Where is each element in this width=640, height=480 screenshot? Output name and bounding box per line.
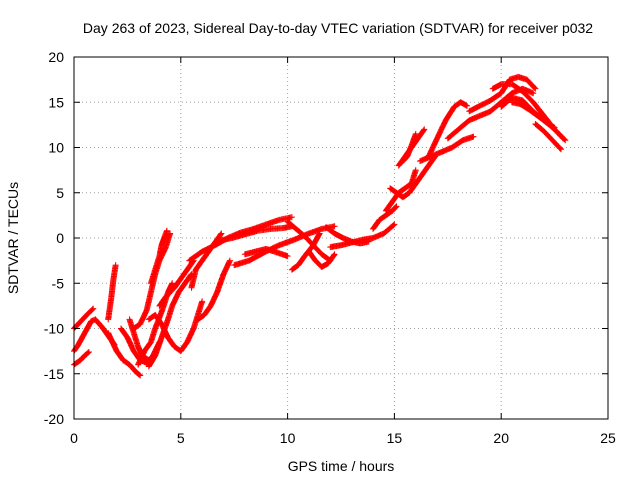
x-tick-label: 20 bbox=[493, 430, 509, 446]
series-arc-22 bbox=[306, 248, 338, 270]
y-tick-label: -10 bbox=[44, 321, 64, 337]
data-marker bbox=[145, 271, 195, 370]
series-arc-17 bbox=[216, 223, 295, 244]
series-arc-27 bbox=[387, 153, 438, 201]
data-marker bbox=[194, 257, 233, 323]
series-arc-31 bbox=[425, 99, 471, 160]
data-marker bbox=[216, 223, 295, 244]
data-marker bbox=[241, 245, 291, 260]
series-arc-24 bbox=[323, 224, 372, 247]
data-marker bbox=[323, 224, 372, 247]
data-marker bbox=[306, 248, 338, 270]
series-arc-29 bbox=[399, 130, 419, 165]
series-arc-4 bbox=[105, 330, 144, 379]
data-marker bbox=[532, 121, 565, 153]
x-tick-label: 10 bbox=[280, 430, 296, 446]
series-arc-13 bbox=[156, 257, 197, 309]
x-tick-label: 25 bbox=[600, 430, 616, 446]
y-tick-label: -5 bbox=[52, 275, 65, 291]
x-tick-labels: 0 5 10 15 20 25 bbox=[70, 430, 616, 446]
y-tick-label: 20 bbox=[48, 49, 64, 65]
x-tick-label: 15 bbox=[387, 430, 403, 446]
x-tick-label: 0 bbox=[70, 430, 78, 446]
y-tick-label: 0 bbox=[56, 230, 64, 246]
series-arc-15 bbox=[194, 257, 233, 323]
data-marker bbox=[145, 298, 206, 355]
data-marker bbox=[444, 85, 537, 142]
y-axis-label: SDTVAR / TECUs bbox=[5, 182, 21, 294]
series-arc-25 bbox=[370, 203, 400, 232]
series-arc-19 bbox=[241, 245, 291, 260]
series-arc-12 bbox=[145, 298, 206, 355]
y-tick-label: 15 bbox=[48, 94, 64, 110]
data-marker bbox=[399, 130, 419, 165]
x-axis-label: GPS time / hours bbox=[288, 458, 395, 474]
data-marker bbox=[156, 257, 197, 309]
axis-ticks bbox=[73, 56, 609, 420]
series-arc-11 bbox=[147, 227, 170, 287]
data-marker bbox=[147, 227, 170, 287]
series-arc-37 bbox=[532, 121, 565, 153]
data-marker bbox=[387, 153, 438, 201]
y-tick-label: 10 bbox=[48, 140, 64, 156]
data-points bbox=[71, 73, 569, 379]
series-arc-20 bbox=[284, 218, 334, 264]
y-tick-label: -20 bbox=[44, 411, 64, 427]
data-marker bbox=[105, 262, 119, 323]
series-arc-30 bbox=[417, 133, 477, 165]
y-tick-label: -15 bbox=[44, 366, 64, 382]
chart-title: Day 263 of 2023, Sidereal Day-to-day VTE… bbox=[83, 20, 593, 36]
data-marker bbox=[425, 99, 471, 160]
series-arc-32 bbox=[444, 85, 537, 142]
data-marker bbox=[508, 99, 558, 131]
data-marker bbox=[417, 133, 477, 165]
data-marker bbox=[370, 203, 400, 232]
x-tick-label: 5 bbox=[177, 430, 185, 446]
series-arc-36 bbox=[508, 99, 558, 131]
series-arc-10 bbox=[145, 271, 195, 370]
data-marker bbox=[284, 218, 334, 264]
series-arc-5 bbox=[105, 262, 119, 323]
y-tick-labels: -20 -15 -10 -5 0 5 10 15 20 bbox=[44, 49, 64, 427]
data-marker bbox=[105, 330, 144, 379]
y-tick-label: 5 bbox=[56, 185, 64, 201]
